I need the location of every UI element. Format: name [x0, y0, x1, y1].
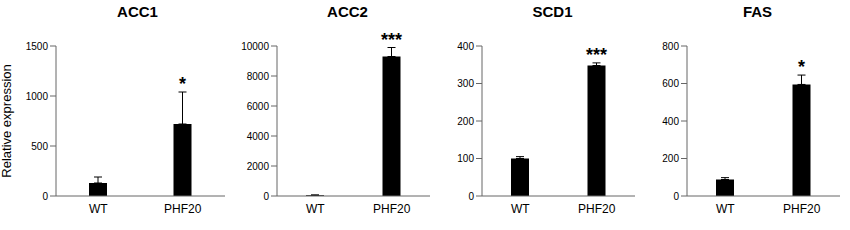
svg-text:10000: 10000 — [241, 41, 269, 52]
svg-text:PHF20: PHF20 — [578, 202, 616, 216]
svg-text:0: 0 — [673, 191, 679, 202]
svg-text:500: 500 — [31, 141, 48, 152]
svg-text:*: * — [798, 57, 805, 77]
svg-text:4000: 4000 — [247, 131, 270, 142]
svg-text:WT: WT — [89, 202, 108, 216]
svg-text:WT: WT — [306, 202, 325, 216]
svg-text:WT: WT — [511, 202, 530, 216]
svg-text:WT: WT — [716, 202, 735, 216]
svg-text:2000: 2000 — [247, 161, 270, 172]
svg-text:PHF20: PHF20 — [373, 202, 411, 216]
svg-text:200: 200 — [457, 116, 474, 127]
html-text:SCD1: SCD1 — [532, 3, 573, 20]
html-text:FAS: FAS — [742, 3, 773, 20]
svg-text:200: 200 — [662, 153, 679, 164]
svg-text:400: 400 — [662, 116, 679, 127]
svg-text:0: 0 — [468, 191, 474, 202]
svg-text:PHF20: PHF20 — [164, 202, 202, 216]
svg-text:400: 400 — [457, 41, 474, 52]
svg-text:PHF20: PHF20 — [783, 202, 821, 216]
svg-text:*: * — [179, 74, 186, 94]
svg-text:0: 0 — [263, 191, 269, 202]
svg-text:300: 300 — [457, 78, 474, 89]
svg-text:800: 800 — [662, 41, 679, 52]
svg-text:100: 100 — [457, 153, 474, 164]
svg-text:***: *** — [381, 30, 402, 50]
html-text:ACC1: ACC1 — [117, 3, 158, 20]
svg-text:1000: 1000 — [26, 91, 49, 102]
svg-text:600: 600 — [662, 78, 679, 89]
svg-text:8000: 8000 — [247, 71, 270, 82]
svg-text:1500: 1500 — [26, 41, 49, 52]
svg-text:0: 0 — [42, 191, 48, 202]
svg-text:6000: 6000 — [247, 101, 270, 112]
svg-text:***: *** — [586, 45, 607, 65]
svg-text:Relative expression: Relative expression — [8, 64, 14, 177]
html-text:ACC2: ACC2 — [327, 3, 368, 20]
